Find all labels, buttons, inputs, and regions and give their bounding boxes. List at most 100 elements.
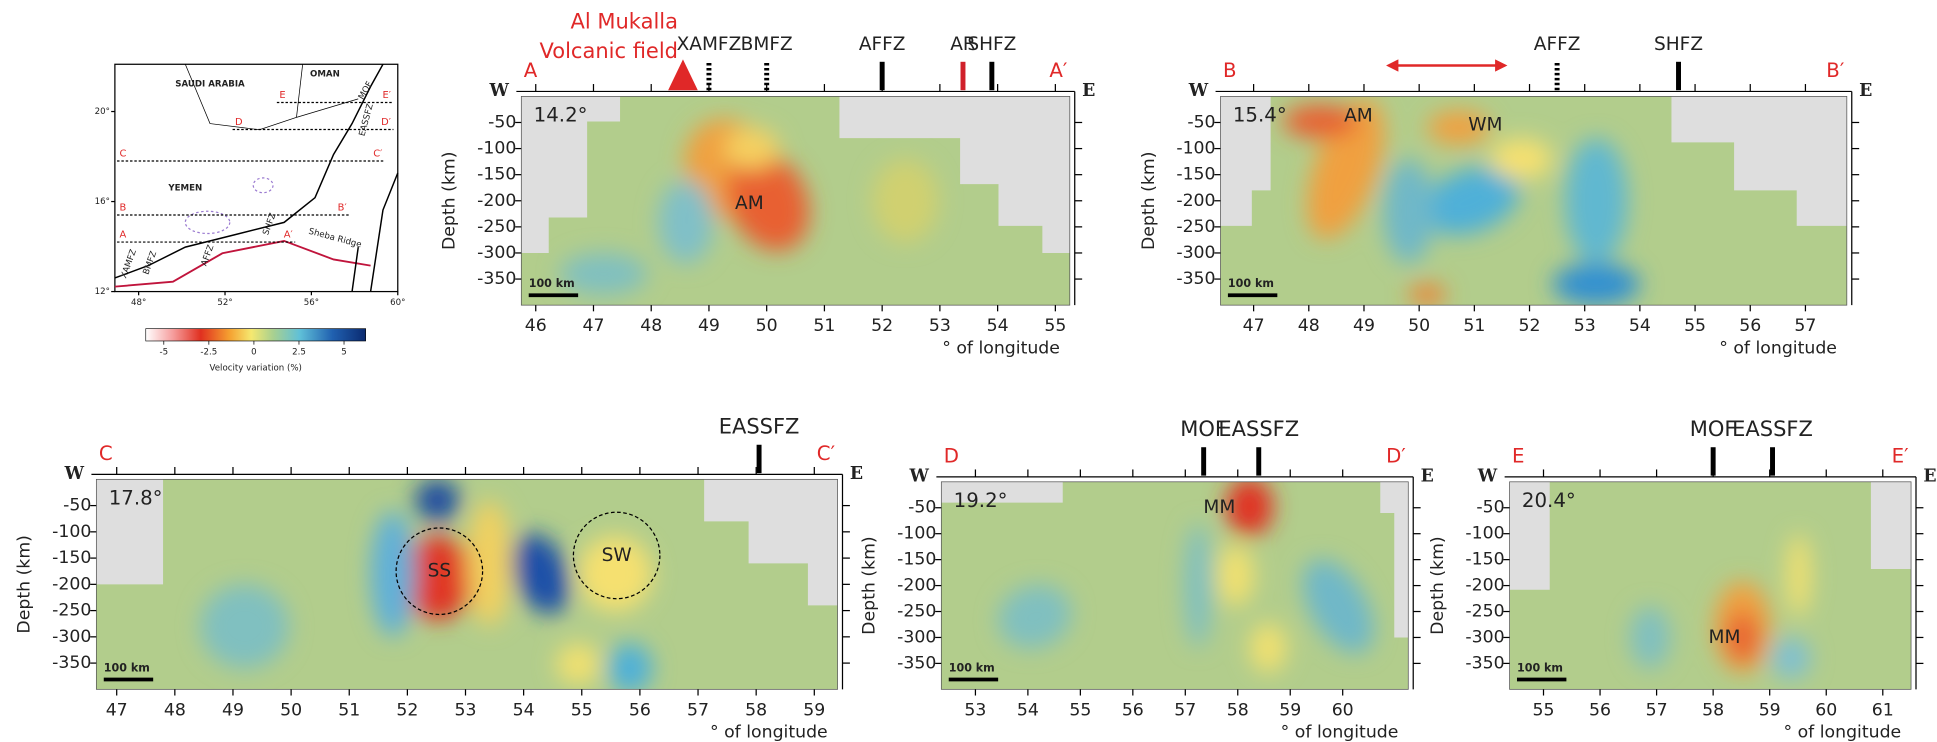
x-tick-label: 59 bbox=[1759, 700, 1781, 720]
section-panel: 55 56 57 58 59 60 61 -50 -100 -150 -200 -250 -300 -35… bbox=[1428, 417, 1937, 742]
fault-label: EASSFZ bbox=[1732, 417, 1813, 441]
x-tick-label: 58 bbox=[745, 700, 767, 720]
fault-label: SHFZ bbox=[967, 34, 1016, 55]
west-label: W bbox=[489, 81, 510, 101]
y-tick-label: -100 bbox=[897, 524, 936, 544]
fault-label: AR bbox=[950, 34, 976, 55]
anomaly-blob bbox=[998, 584, 1072, 649]
x-tick-label: 55 bbox=[1069, 700, 1091, 720]
section-end: B′ bbox=[1826, 59, 1845, 82]
no-data bbox=[1380, 481, 1409, 638]
anomaly-blob bbox=[724, 127, 780, 170]
latitude-label: 20.4° bbox=[1522, 489, 1576, 512]
x-tick-label: 55 bbox=[1684, 316, 1706, 336]
x-tick-label: 57 bbox=[1174, 700, 1196, 720]
x-tick-label: 57 bbox=[1794, 316, 1816, 336]
fault-label: XAMFZ bbox=[677, 34, 742, 55]
anomaly-blob bbox=[1726, 612, 1759, 663]
y-axis-label: Depth (km) bbox=[1428, 536, 1448, 634]
latitude-label: 17.8° bbox=[109, 487, 163, 510]
anomaly-label: MM bbox=[1203, 497, 1235, 518]
x-tick-label: 46 bbox=[525, 316, 547, 336]
map-x-label: 56° bbox=[304, 298, 319, 308]
map-section-end: D′ bbox=[381, 117, 391, 128]
fault-label: EASSFZ bbox=[719, 414, 800, 438]
map-x-label: 52° bbox=[217, 298, 232, 308]
x-tick-label: 50 bbox=[756, 316, 778, 336]
x-tick-label: 55 bbox=[1044, 316, 1066, 336]
no-data bbox=[941, 481, 1063, 503]
anomaly-blobs bbox=[998, 481, 1374, 673]
scale-bar-label: 100 km bbox=[104, 661, 150, 674]
anomaly-blob bbox=[1184, 523, 1213, 648]
x-tick-label: 58 bbox=[1227, 700, 1249, 720]
x-tick-label: 51 bbox=[338, 700, 360, 720]
x-tick-label: 55 bbox=[571, 700, 593, 720]
velocity-field bbox=[1509, 481, 1912, 690]
anomaly-label: AM bbox=[735, 193, 764, 214]
x-tick-label: 47 bbox=[1243, 316, 1265, 336]
anomaly-blob bbox=[1630, 606, 1671, 669]
y-tick-label: -300 bbox=[477, 243, 516, 263]
anomaly-blob bbox=[1249, 622, 1287, 673]
colorbar-label: 0 bbox=[251, 348, 257, 358]
x-axis-label: ° of longitude bbox=[942, 338, 1060, 358]
y-tick-label: -200 bbox=[1176, 191, 1215, 211]
anomaly-label: WM bbox=[1468, 115, 1502, 136]
velocity-field bbox=[941, 481, 1409, 690]
y-axis-label: Depth (km) bbox=[1139, 152, 1159, 250]
no-data bbox=[1220, 96, 1271, 226]
anomaly-blob bbox=[726, 150, 810, 251]
map-section-start: D bbox=[235, 117, 243, 128]
anomaly-blob bbox=[1302, 559, 1374, 654]
y-tick-label: -100 bbox=[1465, 524, 1504, 544]
anomaly-blob bbox=[1770, 637, 1811, 679]
country-label: SAUDI ARABIA bbox=[175, 80, 245, 90]
y-tick-label: -100 bbox=[477, 139, 516, 159]
ridge bbox=[114, 239, 371, 288]
map-section-start: B bbox=[120, 203, 127, 214]
anomaly-blob bbox=[370, 510, 416, 637]
y-axis-label: Depth (km) bbox=[860, 536, 880, 634]
map-y-label: 12° bbox=[95, 287, 110, 297]
anomaly-blob bbox=[1786, 533, 1811, 617]
velocity-field bbox=[521, 96, 1070, 306]
y-tick-label: -200 bbox=[477, 191, 516, 211]
country-label: YEMEN bbox=[167, 183, 202, 193]
map-x-label: 60° bbox=[390, 298, 405, 308]
anomaly-blob bbox=[1552, 263, 1641, 306]
x-tick-label: 53 bbox=[964, 700, 986, 720]
y-tick-label: -50 bbox=[908, 498, 936, 518]
volcanic-area bbox=[252, 177, 274, 194]
section-end: A′ bbox=[1049, 59, 1068, 82]
anomaly-blob bbox=[1422, 166, 1520, 235]
anomaly-blobs bbox=[200, 479, 653, 690]
y-tick-label: -50 bbox=[1187, 112, 1215, 132]
y-tick-label: -250 bbox=[1176, 217, 1215, 237]
y-tick-label: -150 bbox=[1176, 165, 1215, 185]
x-tick-label: 50 bbox=[1408, 316, 1430, 336]
x-tick-label: 47 bbox=[106, 700, 128, 720]
x-tick-label: 57 bbox=[687, 700, 709, 720]
anomaly-blob bbox=[200, 584, 290, 669]
colorbar-label: -5 bbox=[159, 348, 168, 358]
section-panel: 46 47 48 49 50 51 52 53 54 55 -50 -100 -150 -200 -250 -… bbox=[440, 9, 1096, 358]
arrow-head bbox=[1495, 59, 1508, 72]
y-tick-label: -250 bbox=[897, 602, 936, 622]
x-axis-label: ° of longitude bbox=[1281, 723, 1399, 742]
y-tick-label: -150 bbox=[1465, 550, 1504, 570]
west-label: W bbox=[1477, 466, 1498, 486]
y-tick-label: -350 bbox=[897, 653, 936, 673]
east-label: E bbox=[850, 464, 863, 484]
section-end: D′ bbox=[1386, 445, 1406, 468]
colorbar bbox=[145, 328, 366, 342]
section-panel: 47 48 49 50 51 52 53 54 55 56 57 58 59 -50 -100 -150 -20… bbox=[15, 414, 863, 742]
map-x-label: 48° bbox=[131, 298, 146, 308]
volcano bbox=[668, 59, 698, 91]
coastline bbox=[114, 63, 384, 279]
x-tick-label: 48 bbox=[640, 316, 662, 336]
fault-label: MOF bbox=[1180, 417, 1227, 441]
x-tick-label: 59 bbox=[803, 700, 825, 720]
y-tick-label: -300 bbox=[52, 627, 91, 647]
anomaly-blob bbox=[512, 533, 570, 615]
